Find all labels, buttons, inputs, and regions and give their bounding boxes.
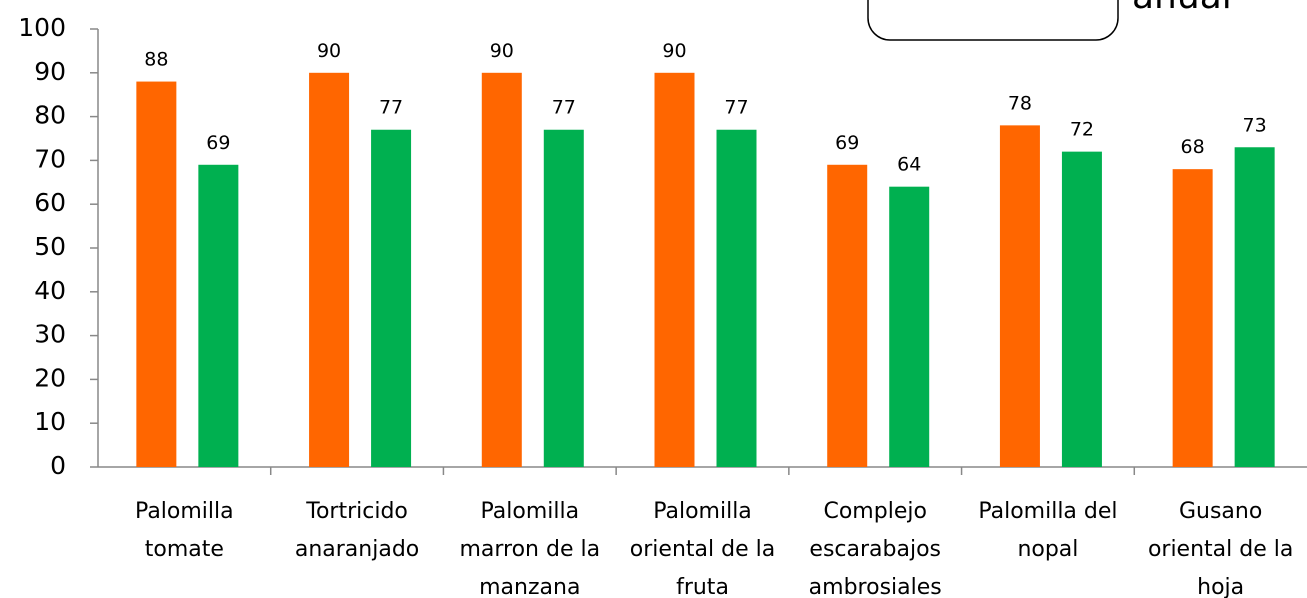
x-tick-label: Tortricido anaranjado bbox=[295, 499, 419, 562]
bar bbox=[716, 129, 757, 468]
bar bbox=[136, 81, 177, 467]
x-tick-label: Palomilla del nopal bbox=[978, 499, 1117, 562]
bar bbox=[481, 72, 522, 468]
y-tick-label: 10 bbox=[34, 407, 66, 436]
y-tick-label: 80 bbox=[34, 101, 66, 130]
x-tick-label: Palomilla marron de la manzana bbox=[459, 499, 600, 598]
y-tick-label: 30 bbox=[34, 320, 66, 349]
x-tick-label: Palomilla oriental de la fruta bbox=[630, 499, 775, 598]
y-tick-label: 40 bbox=[34, 276, 66, 305]
bar bbox=[309, 72, 350, 468]
data-label: 73 bbox=[1243, 114, 1267, 136]
bar bbox=[889, 186, 930, 467]
data-label: 68 bbox=[1181, 136, 1205, 158]
data-label: 90 bbox=[490, 40, 514, 62]
y-tick-label: 0 bbox=[50, 451, 66, 480]
annotation: anual bbox=[1132, 0, 1232, 17]
y-tick-label: 70 bbox=[34, 144, 66, 173]
data-label: 78 bbox=[1008, 92, 1032, 114]
bar bbox=[999, 125, 1040, 468]
y-tick-label: 50 bbox=[34, 232, 66, 261]
x-tick-label: Palomilla tomate bbox=[135, 499, 234, 562]
bar bbox=[1234, 147, 1275, 467]
y-tick-label: 20 bbox=[34, 363, 66, 392]
data-label: 90 bbox=[317, 40, 341, 62]
data-label: 77 bbox=[552, 97, 576, 119]
x-tick-label: Gusano oriental de la hoja bbox=[1148, 499, 1293, 598]
y-tick-label: 90 bbox=[34, 57, 66, 86]
bar bbox=[198, 164, 239, 467]
callout-box bbox=[867, 0, 1119, 41]
data-label: 64 bbox=[897, 154, 921, 176]
bar bbox=[654, 72, 695, 468]
data-label: 90 bbox=[662, 40, 686, 62]
bar bbox=[1061, 151, 1102, 467]
bar bbox=[371, 129, 412, 468]
data-label: 72 bbox=[1070, 119, 1094, 141]
bar bbox=[1172, 169, 1213, 467]
data-label: 69 bbox=[835, 132, 859, 154]
data-label: 88 bbox=[144, 49, 168, 71]
x-tick-label: Complejo escarabajos ambrosiales bbox=[809, 499, 942, 598]
data-label: 77 bbox=[724, 97, 748, 119]
data-label: 69 bbox=[206, 132, 230, 154]
bar bbox=[543, 129, 584, 468]
bar bbox=[827, 164, 868, 467]
y-tick-label: 100 bbox=[18, 13, 66, 42]
y-tick-label: 60 bbox=[34, 188, 66, 217]
data-label: 77 bbox=[379, 97, 403, 119]
